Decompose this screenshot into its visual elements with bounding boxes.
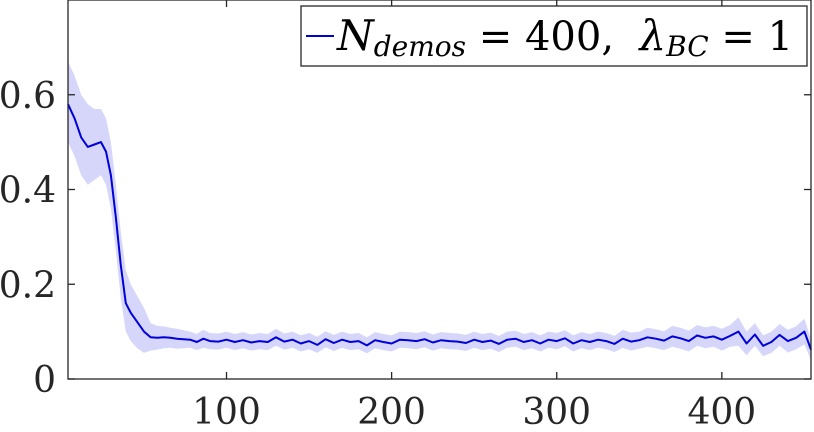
x-tick-label: 100 xyxy=(192,392,261,432)
confidence-band-layer xyxy=(68,61,811,361)
legend-entry: Ndemos = 400, λBC = 1 xyxy=(336,11,793,63)
x-tick-label: 400 xyxy=(687,392,756,432)
y-axis: 0 0.2 0.4 0.6 xyxy=(0,76,811,401)
y-tick-label: 0.4 xyxy=(0,171,56,212)
series-0-confidence-band xyxy=(68,61,811,361)
legend-value-text: = 1 xyxy=(709,14,793,60)
x-tick-label: 200 xyxy=(357,392,426,432)
legend: Ndemos = 400, λBC = 1 xyxy=(300,5,808,67)
legend-subscript-bc: BC xyxy=(665,30,709,63)
y-tick-label: 0 xyxy=(33,360,56,401)
legend-box xyxy=(300,5,808,67)
x-axis: 100 200 300 400 xyxy=(192,0,756,432)
legend-subscript-demos: demos xyxy=(374,30,466,63)
legend-symbol-n: N xyxy=(336,11,375,60)
series-line-layer xyxy=(67,103,812,350)
y-tick-label: 0.6 xyxy=(0,76,56,117)
legend-count-text: = 400, xyxy=(466,14,639,60)
y-tick-label: 0.2 xyxy=(0,265,56,306)
x-tick-label: 300 xyxy=(522,392,591,432)
legend-symbol-lambda: λ xyxy=(637,11,666,60)
series-0-line xyxy=(67,103,812,350)
